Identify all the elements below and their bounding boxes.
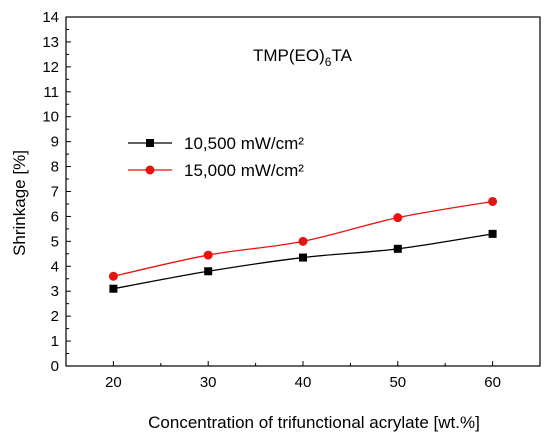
y-tick-label: 14 [42, 9, 59, 26]
series-layer [108, 196, 498, 293]
y-tick-label: 12 [42, 59, 59, 76]
legend-entry: 10,500 mW/cm² [128, 134, 304, 153]
y-tick-label: 8 [51, 159, 59, 176]
y-tick-label: 11 [43, 84, 59, 101]
legend-label: 15,000 mW/cm² [184, 161, 304, 180]
data-point [203, 250, 213, 260]
x-tick-label: 30 [200, 374, 217, 391]
data-point [393, 213, 403, 223]
data-point [109, 284, 118, 293]
series-1 [109, 229, 497, 293]
x-tick-label: 40 [295, 374, 312, 391]
legend: 10,500 mW/cm² 15,000 mW/cm² [128, 134, 304, 180]
y-tick-label: 5 [51, 233, 59, 250]
data-point [488, 196, 498, 206]
annotation-subscript: 6 [325, 55, 332, 69]
y-tick-label: 7 [51, 184, 59, 201]
y-tick-label: 3 [51, 283, 59, 300]
y-tick-label: 0 [51, 358, 59, 375]
legend-entry: 15,000 mW/cm² [128, 161, 304, 180]
y-tick-label: 9 [51, 134, 59, 151]
x-tick-label: 50 [389, 374, 406, 391]
y-tick-label: 4 [51, 258, 59, 275]
data-point [299, 253, 307, 262]
y-tick-label: 6 [51, 208, 59, 225]
data-point [204, 267, 213, 276]
y-tick-label: 1 [51, 333, 59, 350]
legend-marker [145, 165, 155, 175]
annotation-base: TMP(EO) [253, 46, 325, 65]
plot-frame [65, 16, 541, 367]
y-tick-label: 2 [51, 308, 59, 325]
data-point [393, 244, 402, 253]
y-tick-label: 13 [42, 34, 59, 51]
x-tick-label: 60 [484, 374, 501, 391]
data-point [108, 271, 118, 281]
annotation-tail: TA [331, 46, 352, 65]
legend-marker [146, 139, 154, 147]
series-2 [108, 196, 498, 281]
data-point [488, 229, 497, 238]
x-axis-title: Concentration of trifunctional acrylate … [148, 413, 480, 432]
legend-label: 10,500 mW/cm² [184, 134, 304, 153]
y-axis-title: Shrinkage [%] [10, 150, 29, 256]
x-tick-label: 20 [105, 374, 122, 391]
chart-annotation: TMP(EO)6TA [253, 46, 353, 69]
y-tick-label: 10 [42, 109, 59, 126]
data-point [298, 236, 308, 246]
